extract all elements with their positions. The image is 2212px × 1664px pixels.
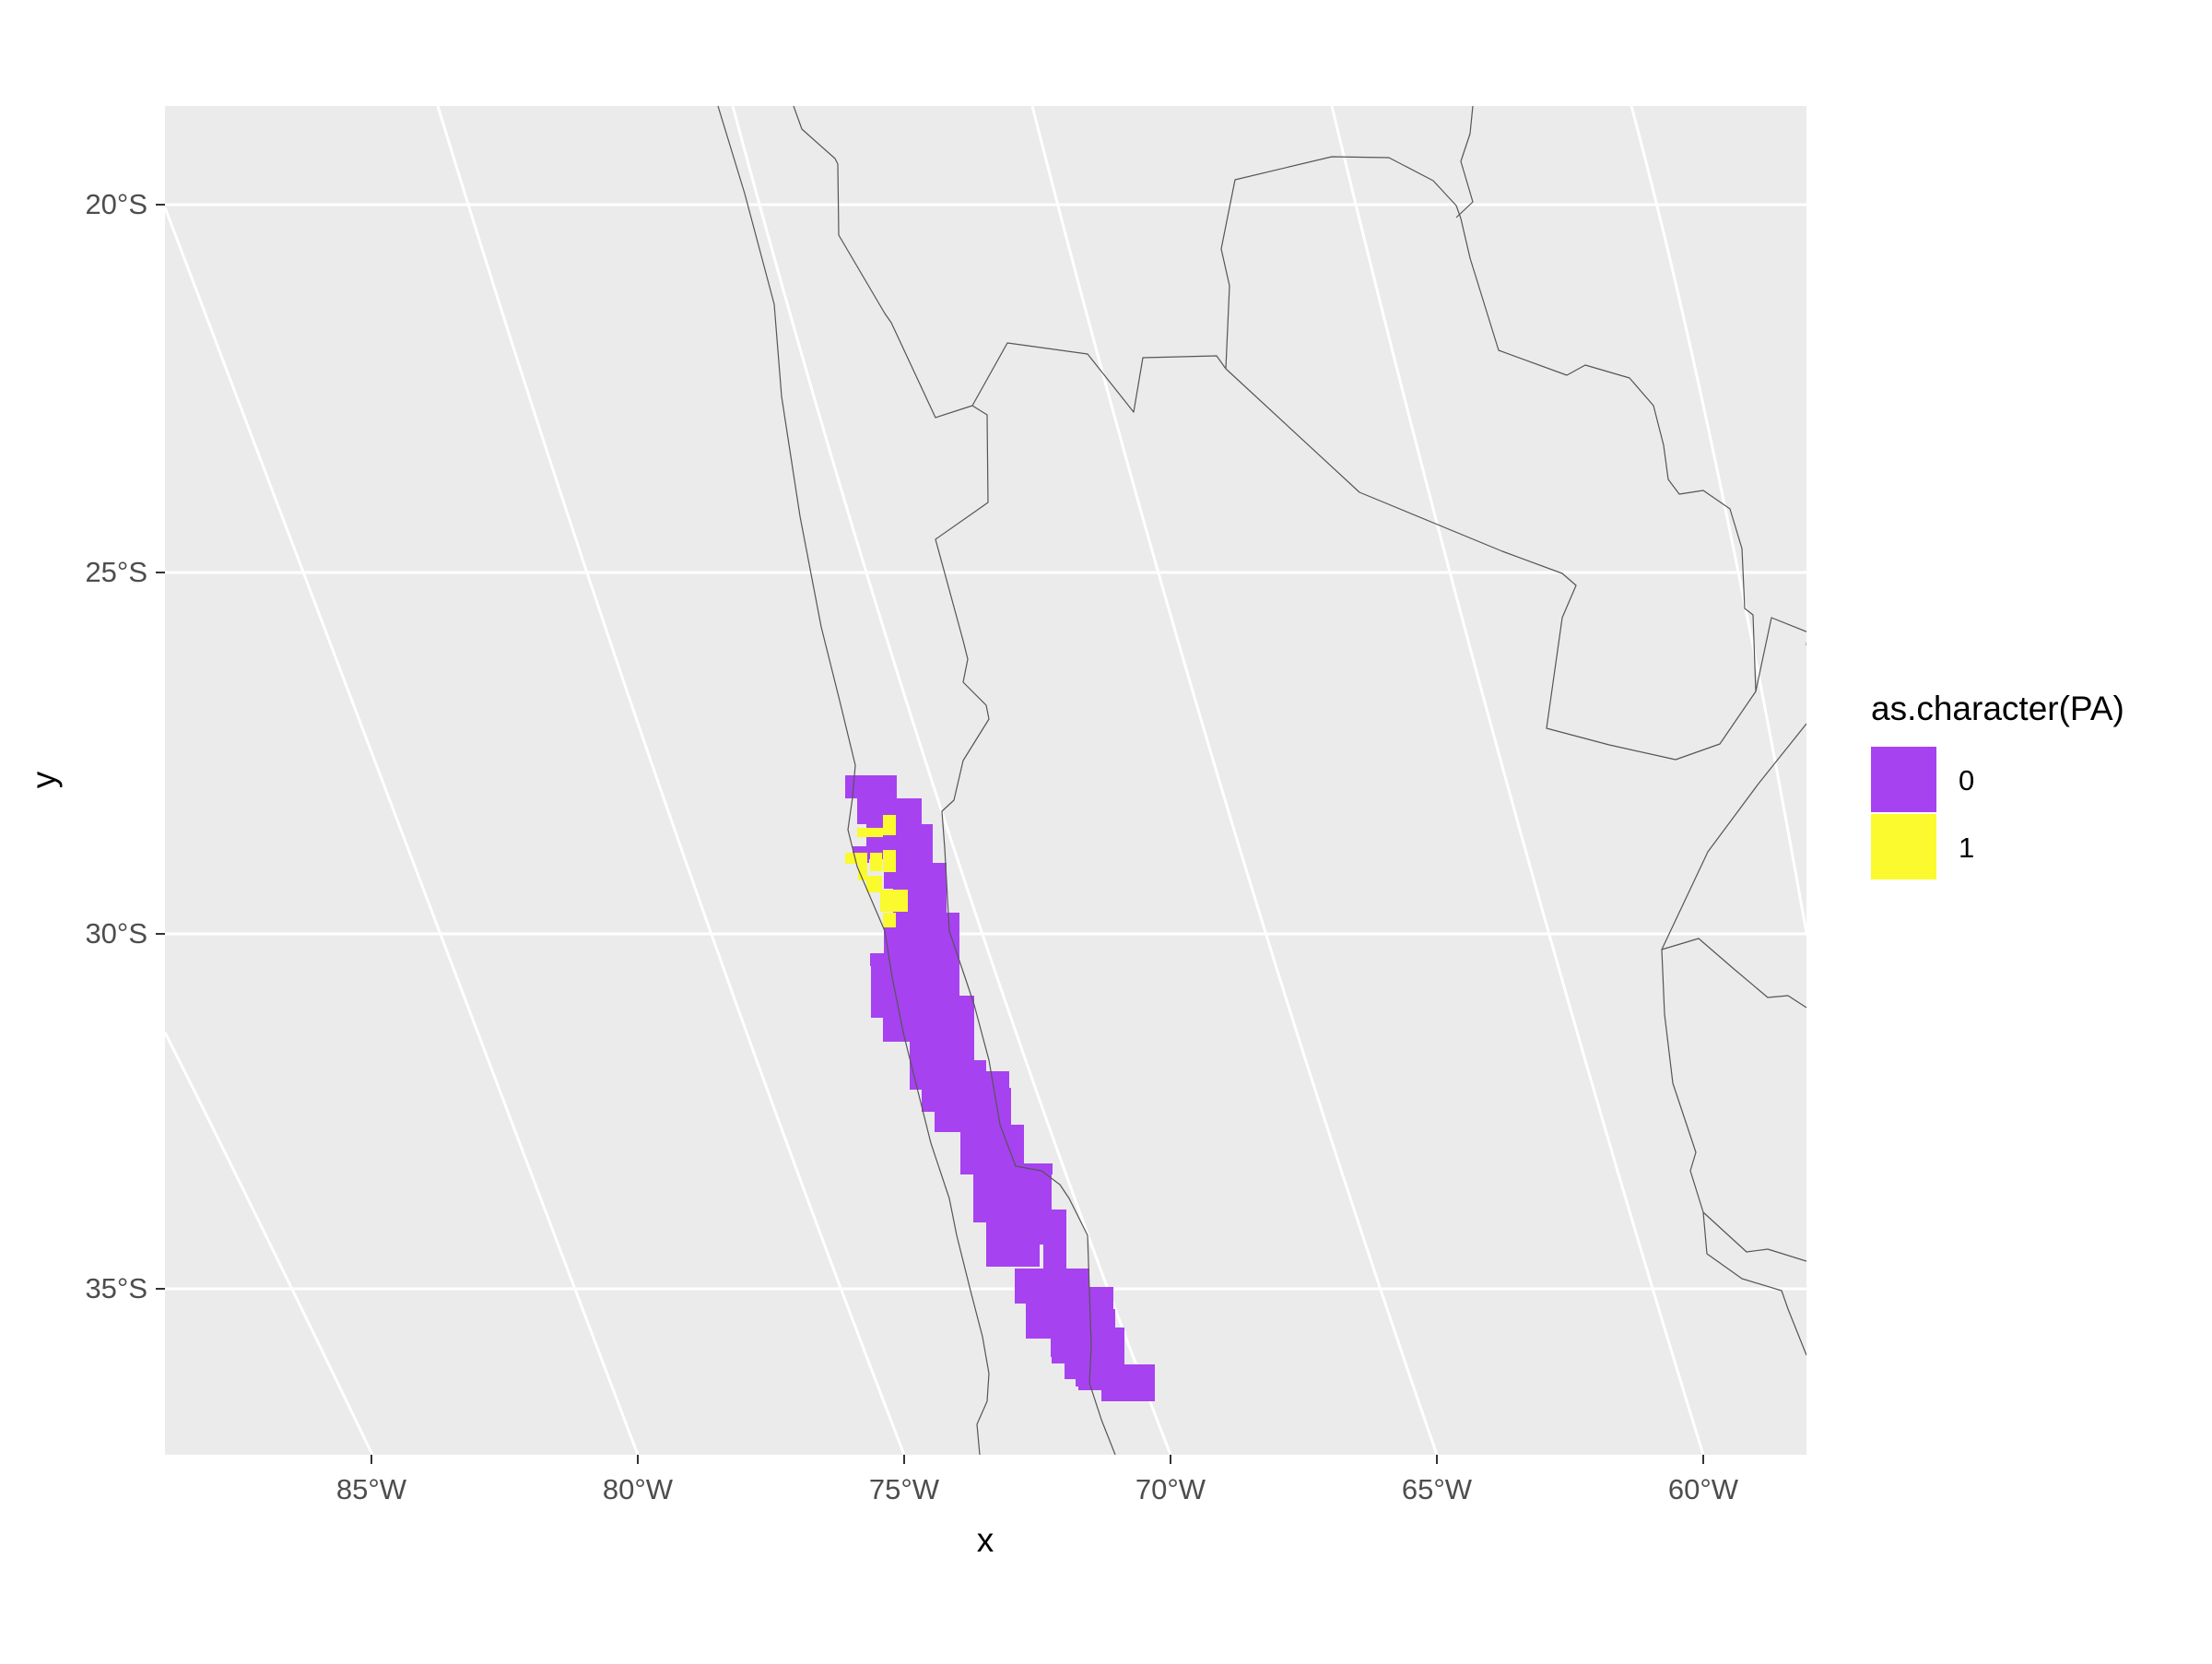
- paraguay-east-border: [1755, 617, 1806, 692]
- x-tick-label: 60°W: [1668, 1473, 1739, 1505]
- raster-cell: [1088, 1294, 1106, 1322]
- bolivia-south-border: [971, 342, 1227, 413]
- raster-cell: [870, 953, 888, 966]
- y-tick-label: 30°S: [85, 917, 147, 950]
- raster-cell: [858, 853, 867, 880]
- country-borders: [717, 106, 1806, 1455]
- raster-cell: [884, 913, 959, 957]
- longitude-gridline: [1630, 106, 1806, 934]
- legend-label-1: 1: [1959, 832, 1974, 864]
- longitude-gridline: [1330, 106, 1705, 1455]
- panel-background: [165, 106, 1806, 1455]
- x-tick-label: 65°W: [1402, 1473, 1473, 1505]
- raster-cell: [883, 850, 896, 872]
- raster-cell: [1043, 1210, 1066, 1269]
- x-axis: 85°W 80°W 75°W 70°W 65°W 60°W: [336, 1455, 1739, 1505]
- legend-key-1: [1871, 814, 1936, 879]
- longitude-gridline: [165, 1032, 374, 1455]
- raster-cell: [883, 913, 896, 927]
- legend-key-0: [1871, 747, 1936, 812]
- raster-cells: [845, 775, 1155, 1401]
- brazil-bolivia-border: [1455, 106, 1474, 218]
- y-tick-label: 20°S: [85, 188, 147, 220]
- argentina-northeast-border: [1661, 938, 1806, 1009]
- y-tick-label: 25°S: [85, 556, 147, 588]
- chile-argentina-border: [793, 106, 1116, 1455]
- longitude-gridline: [731, 106, 1172, 1455]
- graticule-grid: [165, 106, 1806, 1455]
- x-tick-label: 70°W: [1135, 1473, 1206, 1505]
- raster-cell: [870, 853, 882, 871]
- rio-de-la-plata: [1702, 1211, 1806, 1262]
- x-tick-label: 85°W: [336, 1473, 407, 1505]
- raster-cell: [973, 1163, 1052, 1210]
- longitude-gridline: [165, 207, 640, 1455]
- longitude-gridline: [436, 106, 906, 1455]
- raster-cells-presence: [845, 815, 908, 927]
- coastline-west: [717, 106, 990, 1455]
- raster-cell: [866, 876, 882, 892]
- y-tick-label: 35°S: [85, 1272, 147, 1304]
- raster-cell: [986, 1235, 1014, 1258]
- raster-cell: [1113, 1364, 1150, 1401]
- x-axis-title: x: [977, 1521, 994, 1559]
- raster-cell: [880, 890, 908, 912]
- raster-cell: [857, 828, 883, 837]
- legend: as.character(PA) 0 1: [1871, 690, 2124, 879]
- legend-label-0: 0: [1959, 764, 1974, 797]
- raster-cell: [1052, 1341, 1070, 1363]
- raster-cell: [1037, 1292, 1088, 1320]
- x-tick-label: 75°W: [869, 1473, 940, 1505]
- y-axis: 20°S 25°S 30°S 35°S: [85, 188, 165, 1304]
- argentina-uruguay-border: [1661, 723, 1806, 1356]
- x-tick-label: 80°W: [603, 1473, 674, 1505]
- legend-title: as.character(PA): [1871, 690, 2124, 727]
- y-axis-title: y: [25, 771, 63, 788]
- longitude-gridline: [1030, 106, 1439, 1455]
- raster-cell: [883, 815, 896, 835]
- raster-cell: [963, 1134, 974, 1152]
- bolivia-east-border: [1220, 156, 1757, 761]
